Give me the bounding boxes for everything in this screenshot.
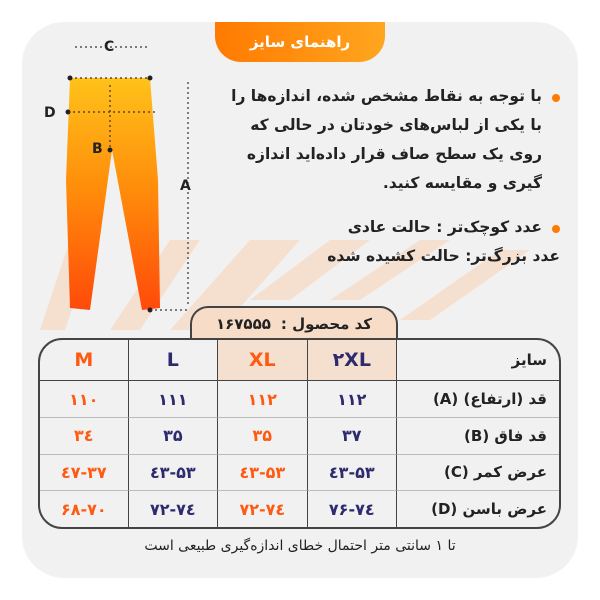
label-d: D — [44, 105, 56, 121]
row-label: عرض کمر (C) — [396, 453, 559, 491]
cell: ۶۸-۷۰ — [40, 490, 128, 527]
label-a: A — [180, 178, 191, 194]
product-code: کد محصول : ۱۶۷۵۵۵ — [190, 306, 398, 340]
instructions: با توجه به نقاط مشخص شده، اندازه‌ها را ب… — [220, 82, 560, 271]
table-row: عرض باسن (D) ۷٤-۷۶ ۷۲-۷٤ ۷۲-۷٤ ۶۸-۷۰ — [40, 490, 559, 527]
size-l: L — [127, 340, 217, 381]
row-label: قد (ارتفاع) (A) — [396, 380, 559, 417]
label-c: C — [104, 39, 114, 55]
table-row: قد فاق (B) ۳۷ ۳۵ ۳۵ ۳٤ — [40, 416, 559, 454]
cell: ۳۷ — [306, 416, 396, 454]
cell: ۳۷-٤۷ — [40, 453, 128, 491]
table-row: عرض کمر (C) ٤۳-۵۳ ٤۳-۵۳ ٤۳-۵۳ ۳۷-٤۷ — [40, 453, 559, 491]
pants-diagram: C D B A — [44, 39, 191, 313]
size-m: M — [74, 349, 94, 372]
cell: ۷۲-۷٤ — [217, 490, 307, 527]
size-guide-title: راهنمای سایز — [215, 22, 385, 62]
size-table: سایز ۲XL XL L M قد (ارتفاع) (A) ۱۱۲ ۱۱۲ … — [38, 338, 561, 529]
cell: ٤۳-۵۳ — [217, 453, 307, 491]
cell: ۳۵ — [217, 416, 307, 454]
cell: ۱۱۲ — [306, 380, 396, 417]
cell: ۳۵ — [127, 416, 218, 454]
cell: ۷٤-۷۶ — [306, 490, 396, 527]
instruction-measure: با توجه به نقاط مشخص شده، اندازه‌ها را ب… — [220, 82, 560, 198]
cell: ۷۲-۷٤ — [127, 490, 218, 527]
instruction-larger: عدد بزرگ‌تر: حالت کشیده شده — [327, 247, 560, 265]
row-label: قد فاق (B) — [396, 416, 559, 454]
size-xl: XL — [217, 340, 307, 381]
cell: ۱۱۱ — [127, 380, 218, 417]
instruction-smaller: عدد کوچک‌تر : حالت عادی — [220, 213, 560, 242]
cell: ٤۳-۵۳ — [127, 453, 218, 491]
label-b: B — [92, 141, 103, 157]
product-code-label: کد محصول : — [280, 315, 373, 333]
table-header-row: سایز ۲XL XL L M — [40, 340, 559, 381]
header-label: سایز — [396, 340, 559, 381]
size-2xl: ۲XL — [306, 340, 396, 381]
product-code-value: ۱۶۷۵۵۵ — [215, 315, 271, 333]
table-row: قد (ارتفاع) (A) ۱۱۲ ۱۱۲ ۱۱۱ ۱۱۰ — [40, 380, 559, 417]
cell: ٤۳-۵۳ — [306, 453, 396, 491]
measurement-error-note: تا ۱ سانتی متر احتمال خطای اندازه‌گیری ط… — [144, 538, 456, 554]
row-label: عرض باسن (D) — [396, 490, 559, 527]
cell: ۱۱۲ — [217, 380, 307, 417]
cell: ۱۱۰ — [40, 380, 128, 417]
cell: ۳٤ — [40, 416, 128, 454]
